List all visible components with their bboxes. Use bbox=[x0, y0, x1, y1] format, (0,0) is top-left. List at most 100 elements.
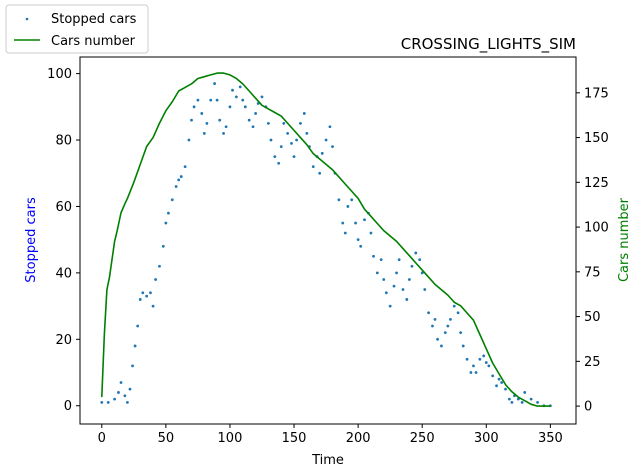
stopped-cars-point bbox=[359, 244, 363, 248]
stopped-cars-point bbox=[241, 98, 245, 102]
x-tick-label: 100 bbox=[218, 431, 243, 446]
stopped-cars-point bbox=[113, 397, 116, 401]
stopped-cars-point bbox=[170, 198, 174, 202]
stopped-cars-point bbox=[500, 381, 504, 384]
stopped-cars-point bbox=[372, 254, 375, 258]
stopped-cars-point bbox=[510, 401, 514, 404]
stopped-cars-point bbox=[106, 401, 110, 404]
stopped-cars-point bbox=[126, 401, 129, 404]
stopped-cars-point bbox=[154, 278, 158, 281]
stopped-cars-point bbox=[282, 122, 286, 125]
stopped-cars-point bbox=[388, 304, 392, 308]
stopped-cars-point bbox=[363, 218, 366, 222]
stopped-cars-point bbox=[234, 95, 238, 99]
stopped-cars-point bbox=[299, 122, 302, 125]
stopped-cars-point bbox=[209, 98, 213, 102]
stopped-cars-point bbox=[260, 95, 264, 99]
legend: Stopped cars Cars number bbox=[5, 4, 149, 54]
left-y-axis-label: Stopped cars bbox=[24, 197, 39, 283]
x-tick-label: 300 bbox=[474, 431, 499, 446]
stopped-cars-point bbox=[440, 344, 443, 348]
legend-label-stopped-cars: Stopped cars bbox=[51, 12, 137, 27]
stopped-cars-point bbox=[427, 311, 431, 315]
stopped-cars-point bbox=[536, 401, 539, 404]
stopped-cars-point bbox=[273, 155, 277, 159]
left-y-tick-label: 100 bbox=[47, 67, 72, 82]
cars-number-line bbox=[100, 72, 551, 407]
stopped-cars-point bbox=[119, 381, 123, 384]
stopped-cars-point bbox=[324, 138, 328, 142]
right-y-tick-label: 25 bbox=[584, 355, 601, 370]
cars-number-series bbox=[100, 72, 551, 407]
stopped-cars-point bbox=[151, 304, 155, 308]
stopped-cars-point bbox=[145, 294, 149, 298]
stopped-cars-point bbox=[222, 131, 225, 135]
right-y-tick-label: 75 bbox=[584, 265, 601, 280]
left-y-axis-ticks: 0 20 40 60 80 100 bbox=[47, 67, 80, 414]
stopped-cars-point bbox=[277, 161, 281, 165]
stopped-cars-point bbox=[136, 324, 140, 328]
x-tick-label: 50 bbox=[158, 431, 175, 446]
right-y-tick-label: 50 bbox=[584, 310, 601, 325]
stopped-cars-point bbox=[469, 371, 473, 374]
left-y-tick-label: 0 bbox=[64, 399, 72, 414]
stopped-cars-point bbox=[487, 364, 491, 368]
stopped-cars-point bbox=[410, 264, 414, 268]
right-y-tick-label: 100 bbox=[584, 221, 609, 236]
stopped-cars-point bbox=[290, 141, 293, 145]
stopped-cars-point bbox=[251, 125, 255, 129]
right-y-axis-ticks: 0 25 50 75 100 125 150 175 bbox=[576, 86, 609, 415]
stopped-cars-point bbox=[382, 278, 386, 281]
stopped-cars-point bbox=[200, 112, 204, 115]
stopped-cars-point bbox=[384, 291, 388, 295]
stopped-cars-point bbox=[187, 138, 191, 142]
stopped-cars-point bbox=[507, 397, 511, 401]
right-y-axis-label: Cars number bbox=[617, 197, 632, 282]
stopped-cars-point bbox=[302, 112, 306, 115]
stopped-cars-point bbox=[318, 171, 322, 175]
stopped-cars-point bbox=[478, 357, 482, 361]
right-y-tick-label: 175 bbox=[584, 86, 609, 101]
stopped-cars-point bbox=[100, 401, 104, 404]
stopped-cars-point bbox=[192, 105, 196, 109]
stopped-cars-point bbox=[228, 105, 232, 109]
stopped-cars-point bbox=[215, 98, 219, 102]
stopped-cars-point bbox=[269, 138, 273, 142]
stopped-cars-point bbox=[190, 118, 193, 122]
x-tick-label: 150 bbox=[282, 431, 307, 446]
stopped-cars-point bbox=[179, 175, 183, 178]
stopped-cars-point bbox=[369, 231, 373, 235]
stopped-cars-point bbox=[418, 258, 422, 261]
stopped-cars-point bbox=[167, 211, 170, 215]
stopped-cars-point bbox=[123, 394, 127, 398]
stopped-cars-point bbox=[407, 278, 411, 281]
stopped-cars-point bbox=[495, 384, 498, 388]
left-y-tick-label: 80 bbox=[55, 134, 72, 149]
stopped-cars-point bbox=[138, 298, 142, 301]
stopped-cars-point bbox=[414, 251, 418, 255]
stopped-cars-point bbox=[392, 284, 396, 288]
stopped-cars-point bbox=[247, 118, 251, 122]
stopped-cars-point bbox=[343, 231, 347, 235]
stopped-cars-point bbox=[461, 344, 465, 348]
stopped-cars-point bbox=[213, 82, 216, 85]
x-tick-label: 350 bbox=[538, 431, 563, 446]
stopped-cars-point bbox=[459, 331, 463, 335]
stopped-cars-point bbox=[149, 291, 152, 295]
stopped-cars-point bbox=[238, 85, 242, 89]
stopped-cars-point bbox=[218, 118, 222, 122]
stopped-cars-point bbox=[423, 288, 427, 291]
stopped-cars-point bbox=[341, 221, 345, 225]
x-axis-ticks: 0 50 100 150 200 250 300 350 bbox=[98, 424, 563, 446]
stopped-cars-point bbox=[224, 125, 228, 129]
stopped-cars-point bbox=[523, 391, 527, 394]
right-y-tick-label: 125 bbox=[584, 176, 609, 191]
x-tick-label: 250 bbox=[410, 431, 435, 446]
stopped-cars-point bbox=[350, 198, 354, 202]
left-y-tick-label: 40 bbox=[55, 266, 72, 281]
plot-area bbox=[79, 56, 577, 425]
stopped-cars-point bbox=[128, 387, 132, 391]
stopped-cars-point bbox=[161, 244, 165, 248]
stopped-cars-point bbox=[295, 138, 298, 142]
